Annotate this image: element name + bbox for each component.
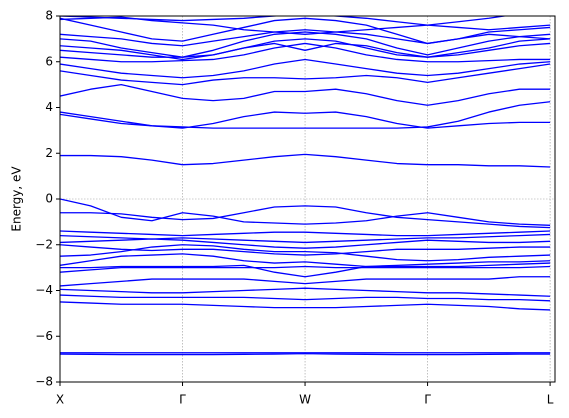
band-line [60, 58, 551, 79]
band-line [60, 17, 551, 45]
band-line [60, 29, 551, 47]
y-tick-label: −6 [35, 329, 53, 343]
x-tick-label: X [56, 393, 64, 407]
band-line [60, 205, 551, 229]
band-line [60, 253, 551, 268]
band-line [60, 38, 551, 58]
y-axis-label: Energy, eV [10, 166, 24, 232]
band-line [60, 16, 509, 35]
band-line [60, 287, 551, 297]
band-line [60, 101, 551, 129]
band-line [60, 301, 551, 311]
band-line [60, 265, 551, 273]
band-line [60, 42, 551, 63]
band-line [60, 63, 551, 86]
band-line [60, 38, 551, 61]
band-line [60, 276, 551, 287]
x-tick-label: W [299, 393, 311, 407]
band-line [60, 233, 551, 244]
y-tick-label: 2 [45, 146, 53, 160]
plot-area [60, 16, 555, 382]
band-line [60, 244, 551, 262]
band-line [60, 244, 551, 256]
band-line [60, 230, 551, 237]
x-tick-label: L [547, 393, 554, 407]
band-line [60, 153, 551, 168]
y-tick-label: 0 [45, 192, 53, 206]
band-line [60, 83, 551, 106]
x-tick-label: Γ [424, 393, 431, 407]
band-line [60, 31, 551, 58]
y-tick-label: −4 [35, 283, 53, 297]
y-tick-label: 6 [45, 54, 53, 68]
x-tick-label: Γ [179, 393, 186, 407]
band-line [60, 352, 551, 356]
band-line [60, 238, 551, 249]
y-tick-label: −8 [35, 375, 53, 389]
band-line [60, 294, 551, 302]
y-tick-label: −2 [35, 237, 53, 251]
band-line [60, 262, 551, 278]
band-line [60, 111, 551, 129]
y-tick-label: 4 [45, 100, 53, 114]
y-tick-label: 8 [45, 9, 53, 23]
band-line [60, 198, 551, 226]
